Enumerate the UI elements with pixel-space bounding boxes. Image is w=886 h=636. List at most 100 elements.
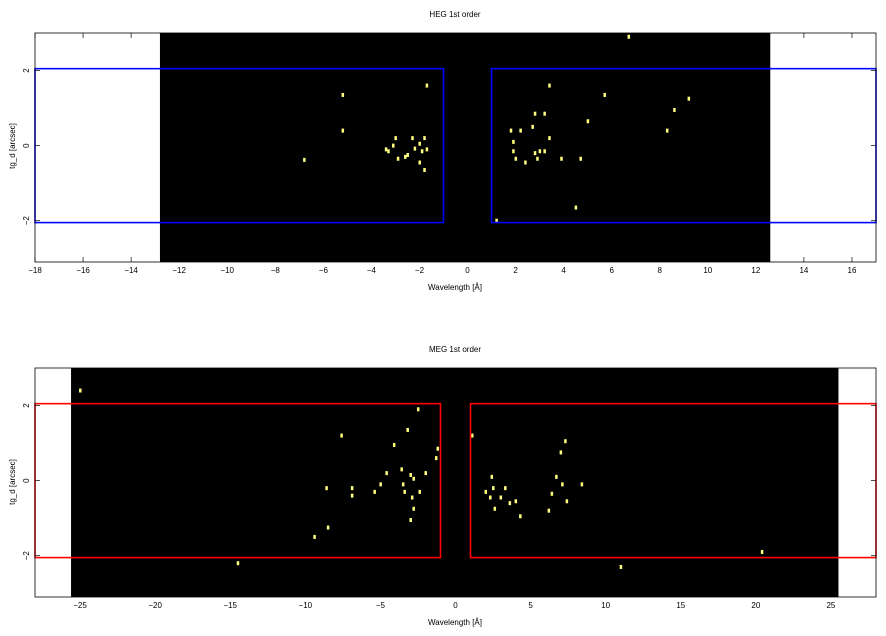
heg-data-point bbox=[423, 168, 426, 173]
heg-data-point bbox=[579, 156, 582, 161]
heg-data-point bbox=[687, 96, 691, 101]
meg-data-point bbox=[514, 499, 518, 504]
heg-data-point bbox=[524, 160, 527, 165]
heg-data-point bbox=[533, 151, 537, 156]
meg-data-point bbox=[424, 471, 427, 476]
heg-data-point bbox=[392, 143, 395, 148]
heg-data-point bbox=[533, 111, 537, 116]
meg-ylabel: tg_d [arcsec] bbox=[8, 459, 17, 505]
heg-y-tick-label: −2 bbox=[22, 216, 31, 226]
meg-image-extent bbox=[71, 368, 839, 597]
meg-data-point bbox=[409, 472, 412, 477]
meg-data-point bbox=[619, 564, 623, 569]
meg-data-point bbox=[403, 489, 406, 494]
meg-x-tick-label: 10 bbox=[601, 601, 610, 610]
heg-data-point bbox=[425, 83, 429, 88]
meg-data-point bbox=[580, 482, 584, 487]
meg-x-tick-label: −20 bbox=[148, 601, 162, 610]
meg-data-point bbox=[760, 549, 764, 554]
heg-data-point bbox=[665, 128, 669, 133]
heg-x-tick-label: −14 bbox=[124, 266, 138, 275]
heg-data-point bbox=[586, 119, 590, 124]
heg-x-tick-label: −6 bbox=[319, 266, 329, 275]
meg-data-point bbox=[492, 486, 495, 491]
heg-data-point bbox=[538, 149, 542, 154]
meg-y-tick-label: 0 bbox=[22, 478, 31, 483]
heg-x-tick-label: 4 bbox=[561, 266, 566, 275]
heg-data-point bbox=[341, 92, 345, 97]
heg-data-point bbox=[411, 136, 414, 141]
meg-data-point bbox=[564, 439, 567, 444]
heg-data-point bbox=[548, 136, 551, 141]
meg-x-tick-label: 20 bbox=[751, 601, 760, 610]
meg-data-point bbox=[436, 446, 439, 451]
heg-data-point bbox=[394, 136, 397, 141]
meg-data-point bbox=[555, 474, 558, 479]
meg-x-tick-label: 25 bbox=[826, 601, 835, 610]
heg-data-point bbox=[548, 83, 551, 88]
heg-data-point bbox=[603, 92, 606, 97]
meg-y-tick-label: −2 bbox=[22, 551, 31, 561]
heg-data-point bbox=[519, 128, 522, 133]
meg-data-point bbox=[409, 518, 412, 523]
heg-x-tick-label: 8 bbox=[658, 266, 663, 275]
heg-ylabel: tg_d [arcsec] bbox=[8, 123, 17, 169]
heg-data-point bbox=[406, 153, 409, 158]
meg-data-point bbox=[79, 388, 82, 393]
heg-x-tick-label: 0 bbox=[465, 266, 470, 275]
meg-data-point bbox=[490, 474, 494, 479]
heg-data-point bbox=[396, 156, 400, 161]
heg-x-tick-label: −18 bbox=[28, 266, 42, 275]
heg-data-point bbox=[418, 141, 421, 146]
heg-plot-frame bbox=[34, 32, 877, 263]
meg-data-point bbox=[379, 482, 382, 487]
meg-data-point bbox=[519, 514, 522, 519]
meg-x-tick-label: −5 bbox=[376, 601, 386, 610]
meg-data-point bbox=[484, 489, 488, 494]
heg-x-tick-label: 2 bbox=[513, 266, 518, 275]
heg-data-point bbox=[627, 34, 631, 39]
meg-data-point bbox=[416, 407, 420, 412]
meg-data-point bbox=[418, 489, 421, 494]
heg-x-tick-label: 6 bbox=[609, 266, 614, 275]
meg-data-point bbox=[565, 499, 569, 504]
meg-panel: MEG 1st order −25 −20 −15 −10 −5 0 5 10 15 20 25−2… bbox=[8, 345, 877, 627]
meg-data-point bbox=[499, 495, 503, 500]
meg-data-point bbox=[373, 489, 376, 494]
meg-xlabel: Wavelength [Å] bbox=[428, 618, 482, 627]
heg-data-point bbox=[574, 205, 578, 210]
heg-data-point bbox=[509, 128, 513, 133]
heg-x-tick-label: −16 bbox=[76, 266, 90, 275]
meg-data-point bbox=[559, 450, 563, 455]
heg-data-point bbox=[303, 157, 306, 162]
meg-x-tick-label: −15 bbox=[223, 601, 237, 610]
heg-x-tick-label: −4 bbox=[367, 266, 377, 275]
heg-data-point bbox=[425, 147, 429, 152]
heg-data-point bbox=[560, 156, 563, 161]
heg-x-tick-label: 12 bbox=[751, 266, 760, 275]
meg-data-point bbox=[493, 506, 497, 511]
meg-data-point bbox=[508, 501, 512, 506]
meg-data-point bbox=[401, 482, 405, 487]
meg-data-point bbox=[504, 486, 507, 491]
meg-data-point bbox=[400, 467, 403, 472]
meg-data-point bbox=[392, 442, 396, 447]
heg-data-point bbox=[536, 156, 539, 161]
heg-data-point bbox=[531, 124, 534, 129]
meg-x-tick-label: −10 bbox=[299, 601, 313, 610]
heg-title: HEG 1st order bbox=[429, 10, 480, 19]
heg-data-point bbox=[512, 139, 515, 144]
meg-x-tick-label: 5 bbox=[528, 601, 533, 610]
meg-y-tick-label: 2 bbox=[22, 403, 31, 408]
meg-data-point bbox=[313, 534, 316, 539]
heg-data-point bbox=[387, 149, 390, 154]
meg-x-tick-label: 0 bbox=[453, 601, 458, 610]
meg-data-point bbox=[350, 486, 354, 491]
meg-title: MEG 1st order bbox=[429, 345, 481, 354]
heg-data-point bbox=[543, 111, 546, 116]
heg-data-point bbox=[673, 107, 676, 112]
heg-data-point bbox=[423, 136, 426, 141]
meg-data-point bbox=[340, 433, 343, 438]
heg-x-tick-label: −8 bbox=[271, 266, 281, 275]
